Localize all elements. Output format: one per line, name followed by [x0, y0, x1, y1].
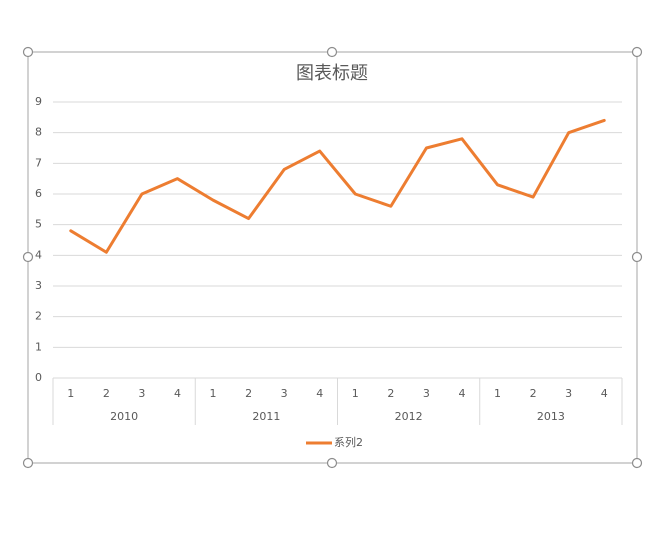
- x-tick-label: 1: [494, 387, 501, 400]
- y-tick-label: 4: [35, 248, 42, 261]
- x-tick-label: 4: [174, 387, 181, 400]
- handle[interactable]: [631, 457, 643, 469]
- x-tick-label: 3: [138, 387, 145, 400]
- x-tick-label: 4: [601, 387, 608, 400]
- x-tick-label: 1: [67, 387, 74, 400]
- handle[interactable]: [631, 251, 643, 263]
- x-tick-label: 1: [352, 387, 359, 400]
- chart-title: 图表标题: [296, 63, 368, 84]
- x-tick-label: 4: [316, 387, 323, 400]
- x-tick-label: 4: [458, 387, 465, 400]
- x-tick-label: 2: [387, 387, 394, 400]
- handle[interactable]: [22, 457, 34, 469]
- handle[interactable]: [22, 46, 34, 58]
- x-tick-label: 3: [565, 387, 572, 400]
- x-tick-label: 3: [423, 387, 430, 400]
- handle[interactable]: [326, 457, 338, 469]
- x-tick-label: 1: [210, 387, 217, 400]
- x-tick-label: 3: [281, 387, 288, 400]
- y-tick-label: 7: [35, 156, 42, 169]
- handle[interactable]: [22, 251, 34, 263]
- y-tick-label: 6: [35, 187, 42, 200]
- x-tick-label: 2: [103, 387, 110, 400]
- x-group-label: 2010: [110, 410, 138, 423]
- y-tick-label: 0: [35, 371, 42, 384]
- chart-frame: [27, 51, 638, 464]
- selection-handles[interactable]: [22, 46, 643, 469]
- y-tick-label: 9: [35, 95, 42, 108]
- x-group-label: 2013: [537, 410, 565, 423]
- y-tick-label: 8: [35, 126, 42, 139]
- x-group-label: 2012: [395, 410, 423, 423]
- handle[interactable]: [326, 46, 338, 58]
- y-tick-label: 1: [35, 340, 42, 353]
- y-tick-label: 2: [35, 310, 42, 323]
- handle[interactable]: [631, 46, 643, 58]
- x-tick-label: 2: [530, 387, 537, 400]
- x-group-label: 2011: [252, 410, 280, 423]
- x-tick-label: 2: [245, 387, 252, 400]
- line-series: [69, 118, 606, 254]
- y-tick-label: 3: [35, 279, 42, 292]
- legend-label: 系列2: [334, 435, 363, 449]
- y-tick-label: 5: [35, 218, 42, 231]
